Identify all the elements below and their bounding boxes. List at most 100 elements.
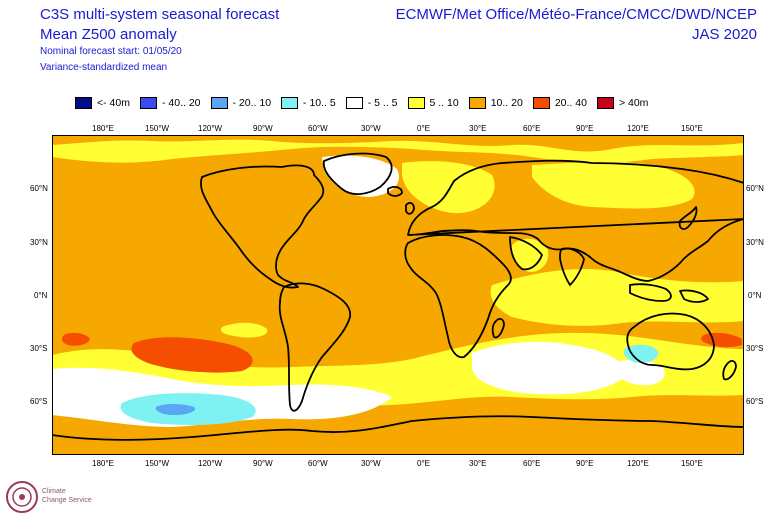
chart-variable: Mean Z500 anomaly [40,26,177,43]
lon-label-bottom: 60°W [308,459,328,468]
anomaly-field-20-40 [131,337,253,373]
legend-swatch [345,97,363,109]
lon-label-bottom: 180°E [92,459,114,468]
legend-label: <- 40m [97,97,130,109]
anomaly-field-neutral [471,341,625,395]
anomaly-field-5-10 [511,238,549,272]
africa-coast [404,234,512,359]
legend-label: > 40m [618,97,649,109]
south-america-coast [278,282,352,412]
legend-label: 20.. 40 [554,97,587,109]
new-guinea-coast [679,289,709,303]
variance-note: Variance-standardized mean [40,62,168,73]
legend-label: - 10.. 5 [303,97,336,109]
india-coast [559,247,585,286]
indonesia-coast [629,283,672,302]
anomaly-field-10-20 [52,135,744,152]
legend-swatch [281,97,299,109]
legend-swatch [139,97,157,109]
arabia-coast [509,236,543,271]
legend-item: 20.. 40 [532,96,587,110]
anomaly-map [52,135,744,455]
legend-item: - 40.. 20 [139,96,201,110]
anomaly-field-neutral [612,359,665,386]
lon-label-top: 90°W [253,124,273,133]
lon-label-top: 150°E [681,124,703,133]
legend-item: - 20.. 10 [210,96,272,110]
legend-swatch [596,97,614,109]
new-zealand-coast [722,360,737,381]
anomaly-field-10-20 [52,416,744,455]
lon-label-top: 90°E [576,124,594,133]
lat-label-right: 60°S [746,397,764,406]
legend-label: 5 .. 10 [429,97,459,109]
lat-label-left: 60°S [30,397,48,406]
legend-label: 10.. 20 [490,97,523,109]
chart-title: C3S multi-system seasonal forecast [40,6,280,23]
legend-swatch [532,97,550,109]
legend-swatch [468,97,486,109]
forecast-start: Nominal forecast start: 01/05/20 [40,46,182,57]
lat-label-right: 0°N [748,291,762,300]
lon-label-top: 150°W [145,124,170,133]
lon-label-top: 180°E [92,124,114,133]
lon-label-bottom: 30°E [469,459,487,468]
lat-label-left: 0°N [34,291,48,300]
legend-item: - 10.. 5 [281,96,336,110]
anomaly-field-5-10 [532,161,695,209]
legend-swatch [75,97,92,109]
lat-label-right: 30°N [746,238,764,247]
lat-label-right: 30°S [746,344,764,353]
antarctica-coast [52,415,744,441]
lon-label-bottom: 90°W [253,459,273,468]
uk-coast [405,202,415,215]
color-legend: <- 40m - 40.. 20 - 20.. 10 - 10.. 5 - 5 … [75,96,658,110]
lon-label-top: 120°W [198,124,223,133]
lon-label-top: 120°E [627,124,649,133]
lon-label-top: 30°W [361,124,381,133]
madagascar-coast [491,318,505,339]
copernicus-logo-icon [6,481,38,513]
iceland-coast [387,186,403,197]
australia-coast [626,312,715,371]
lon-label-bottom: 150°E [681,459,703,468]
lon-label-top: 0°E [417,124,430,133]
map-frame [52,135,744,455]
lon-label-bottom: 90°E [576,459,594,468]
lat-label-right: 60°N [746,184,764,193]
anomaly-field-minus20-minus10 [155,404,195,415]
lon-label-top: 60°E [523,124,541,133]
lat-label-left: 30°S [30,344,48,353]
logo-text: Climate [42,488,66,495]
legend-item: 10.. 20 [468,96,523,110]
legend-swatch [210,97,228,109]
anomaly-field-20-40 [61,332,90,346]
lon-label-bottom: 150°W [145,459,170,468]
legend-label: - 5 .. 5 [367,97,398,109]
legend-swatch [407,97,425,109]
forecast-period: JAS 2020 [691,26,757,43]
legend-label: - 20.. 10 [232,97,272,109]
anomaly-field-5-10 [402,161,495,214]
legend-item: 5 .. 10 [407,96,459,110]
lon-label-bottom: 30°W [361,459,381,468]
lat-label-left: 60°N [30,184,48,193]
legend-label: - 40.. 20 [161,97,201,109]
source-centres: ECMWF/Met Office/Météo-France/CMCC/DWD/N… [395,6,757,23]
anomaly-field-minus10-minus5 [623,344,659,363]
north-america-coast [200,164,325,289]
anomaly-field-5-10 [220,322,268,338]
eurasia-coast [407,159,744,282]
lon-label-top: 30°E [469,124,487,133]
logo-text: Change Service [42,497,92,504]
coastlines [52,152,744,441]
japan-coast [678,206,698,230]
greenland-coast [322,152,393,195]
lat-label-left: 30°N [30,238,48,247]
lon-label-bottom: 120°W [198,459,223,468]
lon-label-bottom: 60°E [523,459,541,468]
legend-item: - 5 .. 5 [345,96,398,110]
legend-item: > 40m [596,96,649,110]
lon-label-top: 60°W [308,124,328,133]
legend-item: <- 40m [75,96,130,110]
